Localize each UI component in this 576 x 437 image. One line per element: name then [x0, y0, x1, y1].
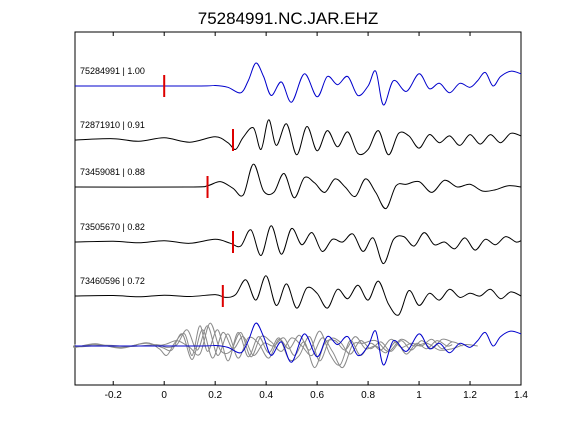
chart-title: 75284991.NC.JAR.EHZ — [198, 9, 378, 28]
x-tick-label: 1 — [416, 390, 422, 401]
x-tick-label: 0 — [161, 390, 167, 401]
plot-frame — [74, 31, 522, 386]
trace-line-1 — [74, 62, 522, 106]
trace-line-2 — [74, 119, 522, 156]
trace-label-2: 72871910 | 0.91 — [80, 120, 145, 130]
overlay-trace-1 — [74, 322, 522, 366]
trace-group: 75284991 | 1.00 72871910 | 0.91 73459081 |… — [73, 62, 522, 369]
trace-line-5 — [74, 275, 522, 316]
trace-label-4: 73505670 | 0.82 — [80, 222, 145, 232]
trace-label-5: 73460596 | 0.72 — [80, 276, 145, 286]
x-tick-label: 0.4 — [259, 390, 273, 401]
x-tick-label: 1.4 — [514, 390, 528, 401]
trace-line-3 — [74, 163, 522, 210]
x-tick-label: 1.2 — [463, 390, 477, 401]
x-tick-label: 0.2 — [208, 390, 222, 401]
trace-label-3: 73459081 | 0.88 — [80, 167, 145, 177]
trace-line-4 — [74, 225, 522, 265]
x-tick-label: 0.6 — [310, 390, 324, 401]
x-tick-label: 0.8 — [361, 390, 375, 401]
x-tick-label: -0.2 — [105, 390, 123, 401]
trace-label-1: 75284991 | 1.00 — [80, 66, 145, 76]
overlay-trace-5 — [74, 325, 463, 366]
overlay-trace-2 — [73, 325, 453, 362]
x-axis: -0.2 0 0.2 0.4 0.6 0.8 1 1.2 1.4 — [105, 32, 528, 401]
